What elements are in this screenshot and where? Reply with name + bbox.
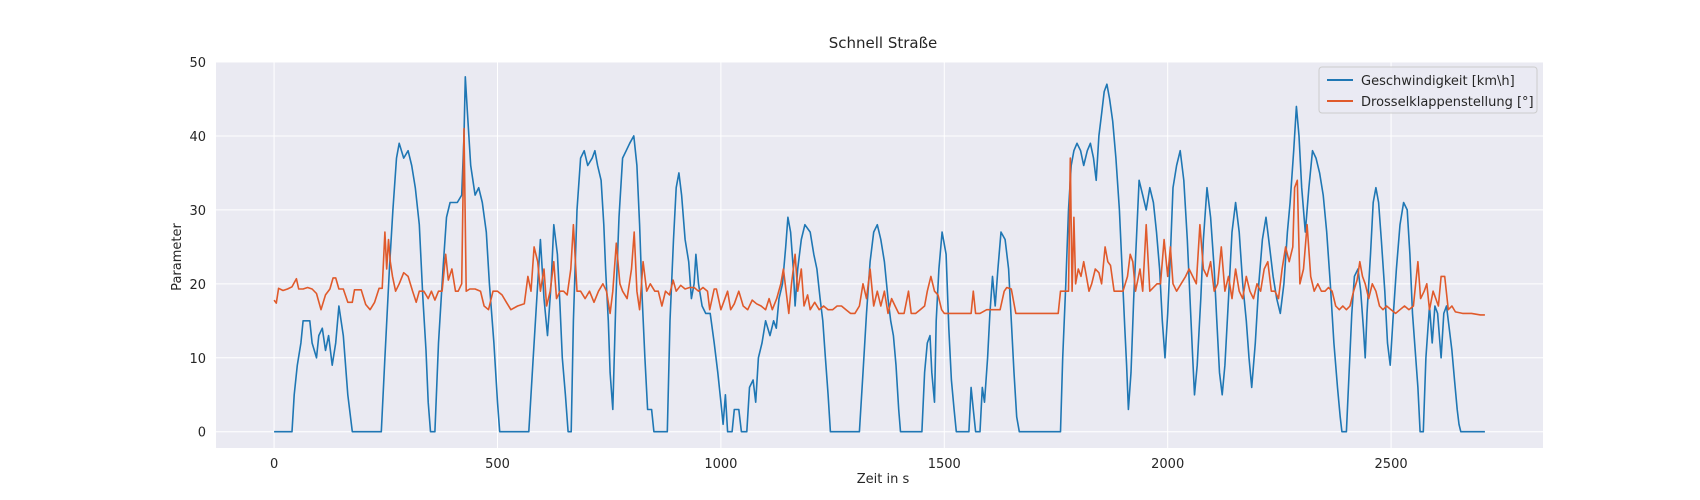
x-tick-label: 1000 xyxy=(704,457,737,472)
chart-title: Schnell Straße xyxy=(829,34,938,52)
y-tick-label: 50 xyxy=(189,56,206,71)
y-tick-labels: 0 10 20 30 40 50 xyxy=(189,56,206,441)
legend-box xyxy=(1318,66,1538,114)
plot-background xyxy=(216,62,1543,448)
series-line-1 xyxy=(273,127,1485,316)
x-tick-labels: 0 500 1000 1500 2000 2500 xyxy=(270,457,1408,472)
series-group xyxy=(273,76,1485,433)
legend-label-1: Drosselklappenstellung [°] xyxy=(1361,95,1534,110)
series-line-0 xyxy=(274,76,1485,433)
legend: Geschwindigkeit [km\h] Drosselklappenstel… xyxy=(1318,66,1538,114)
x-tick-label: 1500 xyxy=(928,457,961,472)
y-axis-label: Parameter xyxy=(170,223,185,291)
y-tick-label: 20 xyxy=(189,278,206,293)
grid xyxy=(216,61,1543,448)
y-tick-label: 40 xyxy=(189,130,206,145)
y-tick-label: 30 xyxy=(189,204,206,219)
y-tick-label: 10 xyxy=(189,352,206,367)
y-tick-label: 0 xyxy=(198,426,206,441)
legend-label-0: Geschwindigkeit [km\h] xyxy=(1361,74,1515,89)
x-tick-label: 2500 xyxy=(1375,457,1408,472)
x-axis-label: Zeit in s xyxy=(857,472,910,487)
x-tick-label: 2000 xyxy=(1151,457,1184,472)
x-tick-label: 500 xyxy=(485,457,510,472)
x-tick-label: 0 xyxy=(270,457,278,472)
